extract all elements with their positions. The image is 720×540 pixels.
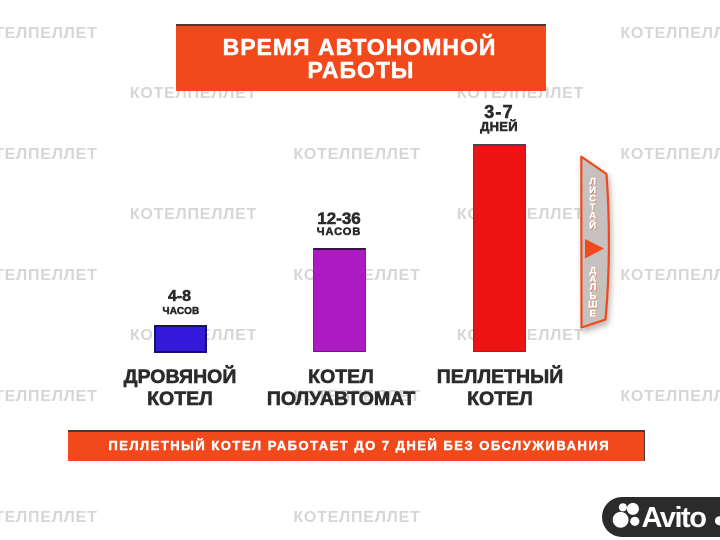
svg-text:Д: Д xyxy=(590,266,597,277)
svg-text:А: А xyxy=(590,275,597,286)
svg-text:С: С xyxy=(589,194,596,205)
svg-text:Т: Т xyxy=(590,202,596,213)
svg-text:Д: Д xyxy=(590,265,597,276)
svg-text:Е: Е xyxy=(590,308,596,319)
svg-text:А: А xyxy=(589,210,596,221)
svg-text:Avito: Avito xyxy=(642,502,707,534)
svg-text:Л: Л xyxy=(590,283,597,294)
svg-text:Ь: Ь xyxy=(589,291,596,302)
svg-text:А: А xyxy=(590,211,597,222)
svg-text:Л: Л xyxy=(589,177,596,188)
svg-text:Й: Й xyxy=(590,220,597,232)
svg-text:Ь: Ь xyxy=(590,292,597,303)
svg-text:Л: Л xyxy=(590,282,597,293)
svg-text:И: И xyxy=(589,185,596,196)
svg-text:Т: Т xyxy=(591,203,597,214)
svg-text:С: С xyxy=(590,195,597,206)
svg-text:А: А xyxy=(589,274,596,285)
svg-text:Й: Й xyxy=(589,220,596,232)
svg-text:Е: Е xyxy=(591,309,597,320)
svg-text:Ш: Ш xyxy=(588,300,598,311)
svg-text:Ш: Ш xyxy=(589,301,599,312)
svg-text:Л: Л xyxy=(590,178,597,189)
svg-text:И: И xyxy=(590,186,597,197)
